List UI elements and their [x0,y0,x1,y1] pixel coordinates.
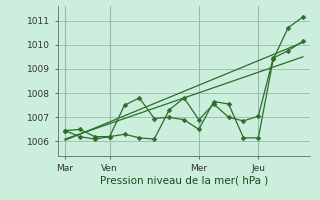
X-axis label: Pression niveau de la mer( hPa ): Pression niveau de la mer( hPa ) [100,175,268,185]
